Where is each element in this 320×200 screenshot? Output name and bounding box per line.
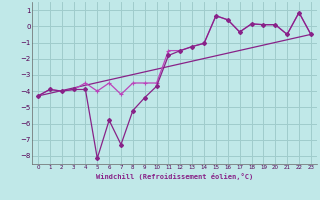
X-axis label: Windchill (Refroidissement éolien,°C): Windchill (Refroidissement éolien,°C) <box>96 173 253 180</box>
